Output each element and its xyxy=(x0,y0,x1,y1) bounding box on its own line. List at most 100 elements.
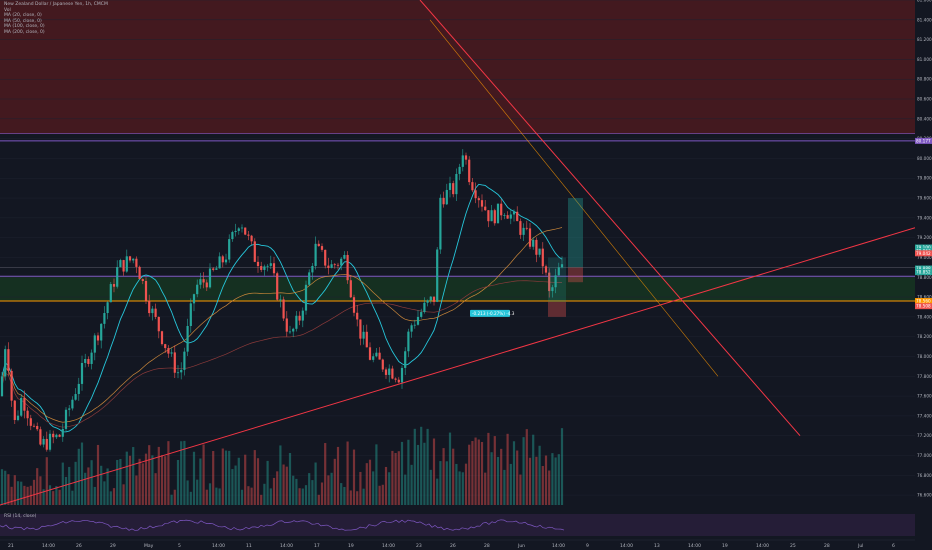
volume-bar xyxy=(388,472,391,505)
candle-body xyxy=(532,239,535,247)
candle-body xyxy=(151,308,154,314)
candle-body xyxy=(45,438,48,450)
resistance-zone xyxy=(0,0,915,134)
candle-body xyxy=(525,227,528,229)
volume-bar xyxy=(410,464,413,505)
price-tag-label: 79.100 xyxy=(916,245,931,250)
y-tick-label: 78.000 xyxy=(917,354,932,359)
volume-bar xyxy=(55,486,58,505)
volume-bar xyxy=(84,472,87,505)
candle-body xyxy=(61,428,64,437)
volume-bar xyxy=(157,446,160,505)
candle-body xyxy=(199,279,202,285)
x-tick-label: 23 xyxy=(416,543,422,549)
measure-tool: -0.213 (-0.27%) -4.3 xyxy=(470,309,515,317)
volume-bar xyxy=(340,483,343,505)
candle-body xyxy=(186,326,189,352)
price-tag-label: 78.560 xyxy=(916,299,931,304)
volume-bar xyxy=(458,471,461,505)
candle-body xyxy=(7,349,10,371)
price-tag xyxy=(915,244,932,251)
volume-bar xyxy=(247,486,250,505)
volume-bar xyxy=(199,458,202,505)
legend-ma-100: MA (100, close, 0) xyxy=(4,24,45,30)
volume-bar xyxy=(394,453,397,505)
candle-body xyxy=(80,362,84,384)
candle-body xyxy=(26,410,29,419)
candle-body xyxy=(506,215,509,219)
candle-body xyxy=(311,265,314,273)
volume-bar xyxy=(116,459,119,505)
y-tick-label: 78.200 xyxy=(917,334,932,339)
volume-bar xyxy=(170,494,173,505)
volume-bar xyxy=(138,458,141,505)
volume-bar xyxy=(362,488,365,505)
volume-bar xyxy=(125,451,128,505)
volume-bar xyxy=(285,466,288,505)
candle-body xyxy=(551,287,554,292)
candle-body xyxy=(192,294,196,304)
candle-body xyxy=(141,279,144,281)
chart-legend: New Zealand Dollar / Japanese Yen, 1h, C… xyxy=(4,2,108,36)
volume-bar xyxy=(71,490,74,505)
x-axis: 21 14:00 26 29 May 5 14:00 11 14:00 17 19 14:00 23 26… xyxy=(0,539,915,549)
candle-body xyxy=(0,376,4,397)
volume-bar xyxy=(333,458,336,505)
legend-ma-200: MA (200, close, 0) xyxy=(4,29,45,35)
volume-bar xyxy=(416,444,420,505)
volume-bar xyxy=(269,488,272,505)
volume-bar xyxy=(327,475,330,505)
candle-body xyxy=(103,313,106,324)
volume-bar xyxy=(301,488,304,505)
candle-body xyxy=(183,351,186,370)
candle-body xyxy=(544,266,548,273)
candle-body xyxy=(410,325,413,332)
candle-body xyxy=(112,284,116,287)
y-tick-label: 81.200 xyxy=(917,37,932,42)
volume-bar xyxy=(148,445,151,505)
candle-body xyxy=(96,335,100,341)
volume-bar xyxy=(218,488,221,505)
volume-bar xyxy=(356,491,359,505)
rsi-panel xyxy=(0,514,915,536)
candle-body xyxy=(20,397,23,416)
candle-body xyxy=(388,368,391,375)
volume-bar xyxy=(372,471,375,505)
volume-bar xyxy=(240,489,244,505)
volume-bar xyxy=(452,448,455,505)
candle-body xyxy=(202,279,205,283)
candle-body xyxy=(32,425,36,427)
candle-body xyxy=(87,358,90,364)
volume-bar xyxy=(189,491,192,505)
candle-body xyxy=(52,433,55,438)
volume-bar xyxy=(13,475,16,505)
x-tick-label: 25 xyxy=(790,543,796,549)
candle-body xyxy=(333,264,336,266)
y-tick-label: 79.000 xyxy=(917,255,932,260)
candle-body xyxy=(39,429,42,445)
candle-body xyxy=(260,266,263,270)
candle-body xyxy=(391,368,394,379)
volume-bar xyxy=(429,469,432,505)
volume-bar xyxy=(58,489,61,505)
candle-body xyxy=(42,438,45,445)
y-tick-label: 77.800 xyxy=(917,374,932,379)
candle-body xyxy=(253,241,256,262)
candle-body xyxy=(93,335,96,353)
candle-body xyxy=(314,243,317,266)
volume-bar xyxy=(167,441,170,505)
volume-bar xyxy=(423,442,426,505)
volume-bar xyxy=(525,429,528,505)
volume-bar xyxy=(23,485,26,505)
volume-bar xyxy=(106,468,109,505)
volume-bar xyxy=(397,451,400,505)
candle-body xyxy=(135,258,138,267)
candle-body xyxy=(256,261,260,267)
candle-body xyxy=(420,312,423,317)
candle-body xyxy=(125,256,128,272)
volume-bar xyxy=(378,485,381,505)
volume-bar xyxy=(52,491,55,505)
volume-bar xyxy=(16,481,20,505)
rsi-line xyxy=(0,519,565,531)
